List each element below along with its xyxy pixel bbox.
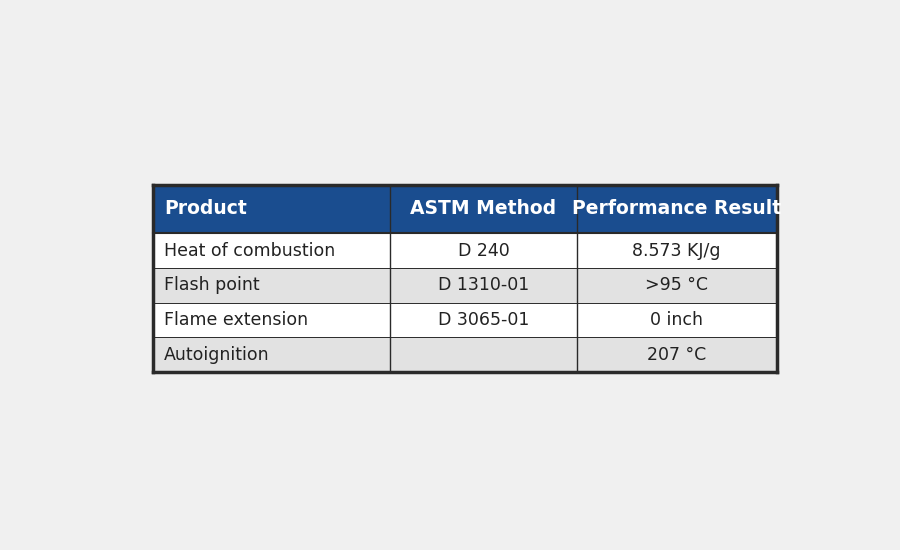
Bar [153, 268, 390, 302]
Bar [577, 338, 777, 372]
Text: D 240: D 240 [457, 241, 509, 260]
Bar [153, 338, 390, 372]
Text: 0 inch: 0 inch [650, 311, 703, 329]
Text: 207 °C: 207 °C [647, 346, 707, 364]
Bar [577, 185, 777, 233]
Text: D 1310-01: D 1310-01 [437, 276, 529, 294]
Text: >95 °C: >95 °C [645, 276, 708, 294]
Bar [390, 185, 577, 233]
Bar [390, 233, 577, 268]
Bar [390, 338, 577, 372]
Bar [153, 185, 390, 233]
Bar [577, 233, 777, 268]
Text: D 3065-01: D 3065-01 [437, 311, 529, 329]
Bar [153, 302, 390, 338]
Bar [153, 233, 390, 268]
Bar [577, 268, 777, 302]
Text: ASTM Method: ASTM Method [410, 200, 556, 218]
Text: Product: Product [164, 200, 247, 218]
Text: Autoignition: Autoignition [164, 346, 270, 364]
Text: 8.573 KJ/g: 8.573 KJ/g [633, 241, 721, 260]
Text: Flame extension: Flame extension [164, 311, 309, 329]
Text: Heat of combustion: Heat of combustion [164, 241, 336, 260]
Text: Flash point: Flash point [164, 276, 260, 294]
Text: Performance Result: Performance Result [572, 200, 781, 218]
Bar [577, 302, 777, 338]
Bar [390, 302, 577, 338]
Bar [390, 268, 577, 302]
